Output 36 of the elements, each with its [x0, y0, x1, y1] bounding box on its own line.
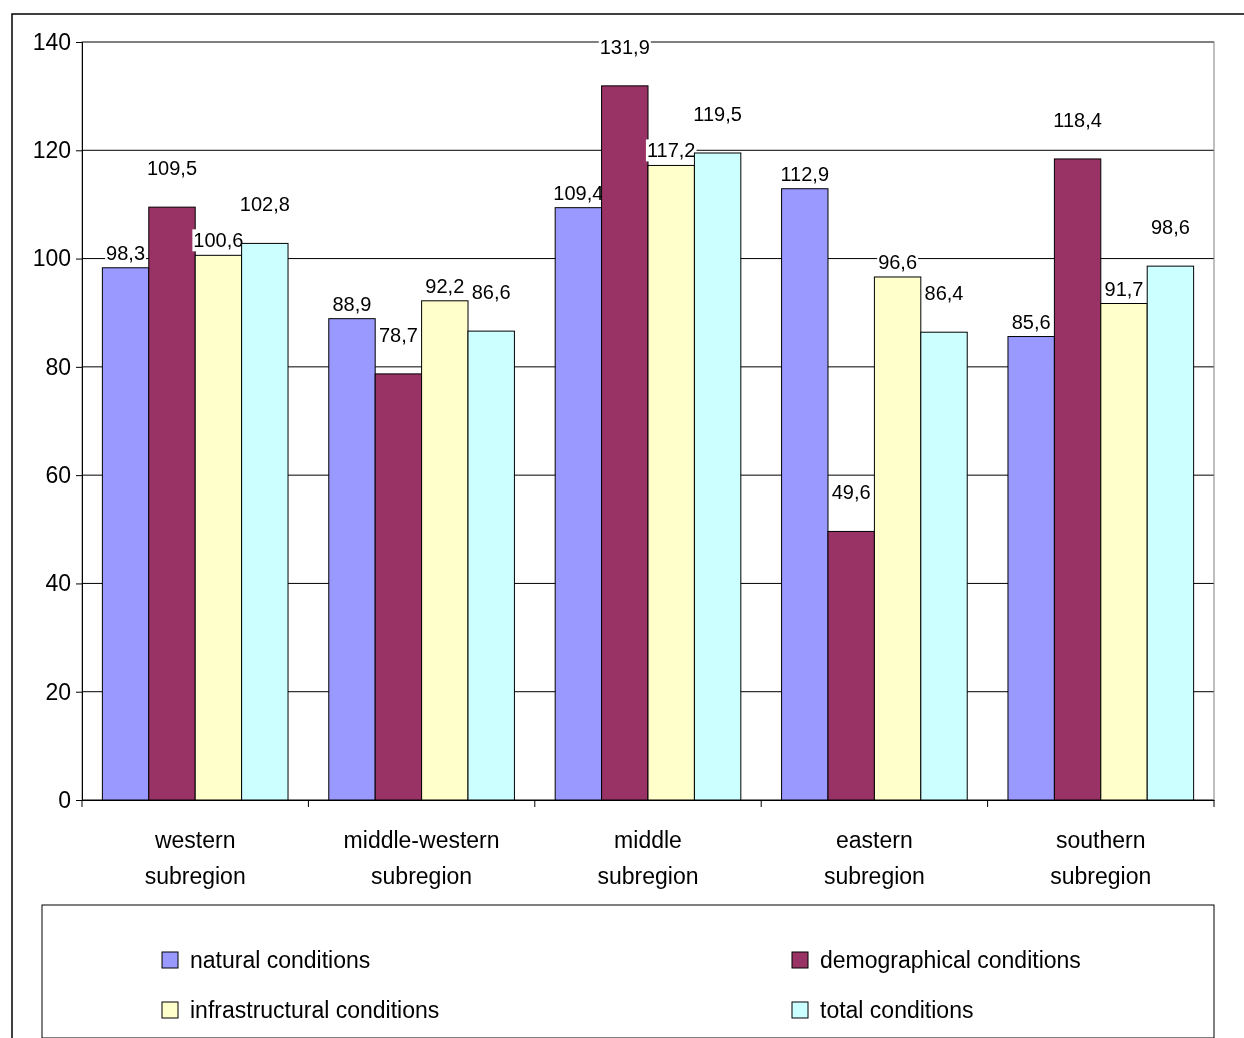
data-label: 86,6	[471, 281, 511, 304]
data-label: 109,5	[146, 157, 198, 180]
data-label: 119,5	[693, 102, 742, 125]
x-tick-label: southern subregion	[1050, 827, 1152, 889]
data-label: 49,6	[831, 481, 871, 504]
data-label: 85,6	[1011, 310, 1051, 333]
data-label: 88,9	[332, 292, 372, 315]
y-tick-label: 80	[45, 353, 71, 380]
data-label: 131,9	[599, 35, 650, 58]
data-label: 86,4	[924, 282, 964, 305]
x-tick-label: middle-western subregion	[343, 827, 500, 889]
legend-label: demographical conditions	[820, 947, 1081, 973]
data-label: 91,7	[1104, 277, 1144, 300]
data-label: 78,7	[378, 323, 418, 346]
legend-label: natural conditions	[190, 947, 371, 973]
data-label: 102,8	[239, 193, 290, 216]
data-label: 98,3	[106, 241, 146, 264]
legend-label: infrastructural conditions	[190, 997, 440, 1023]
data-label: 96,6	[878, 250, 918, 273]
y-tick-label: 100	[32, 245, 71, 272]
y-tick-label: 20	[45, 678, 71, 705]
y-tick-label: 120	[32, 137, 71, 164]
x-tick-label: middle subregion	[597, 827, 699, 889]
data-label: 118,4	[1053, 108, 1102, 131]
x-tick-label: western subregion	[144, 827, 246, 889]
y-tick-label: 140	[32, 28, 71, 55]
y-tick-label: 60	[45, 462, 71, 488]
data-label: 98,6	[1150, 216, 1190, 239]
x-tick-label: eastern subregion	[823, 827, 925, 889]
y-tick-label: 40	[45, 570, 71, 597]
y-tick-label: 0	[58, 786, 71, 813]
data-label: 112,9	[780, 162, 830, 185]
data-label: 117,2	[646, 139, 696, 162]
legend-label: total conditions	[820, 997, 974, 1023]
data-label: 100,6	[193, 229, 244, 252]
data-label: 92,2	[425, 274, 465, 297]
